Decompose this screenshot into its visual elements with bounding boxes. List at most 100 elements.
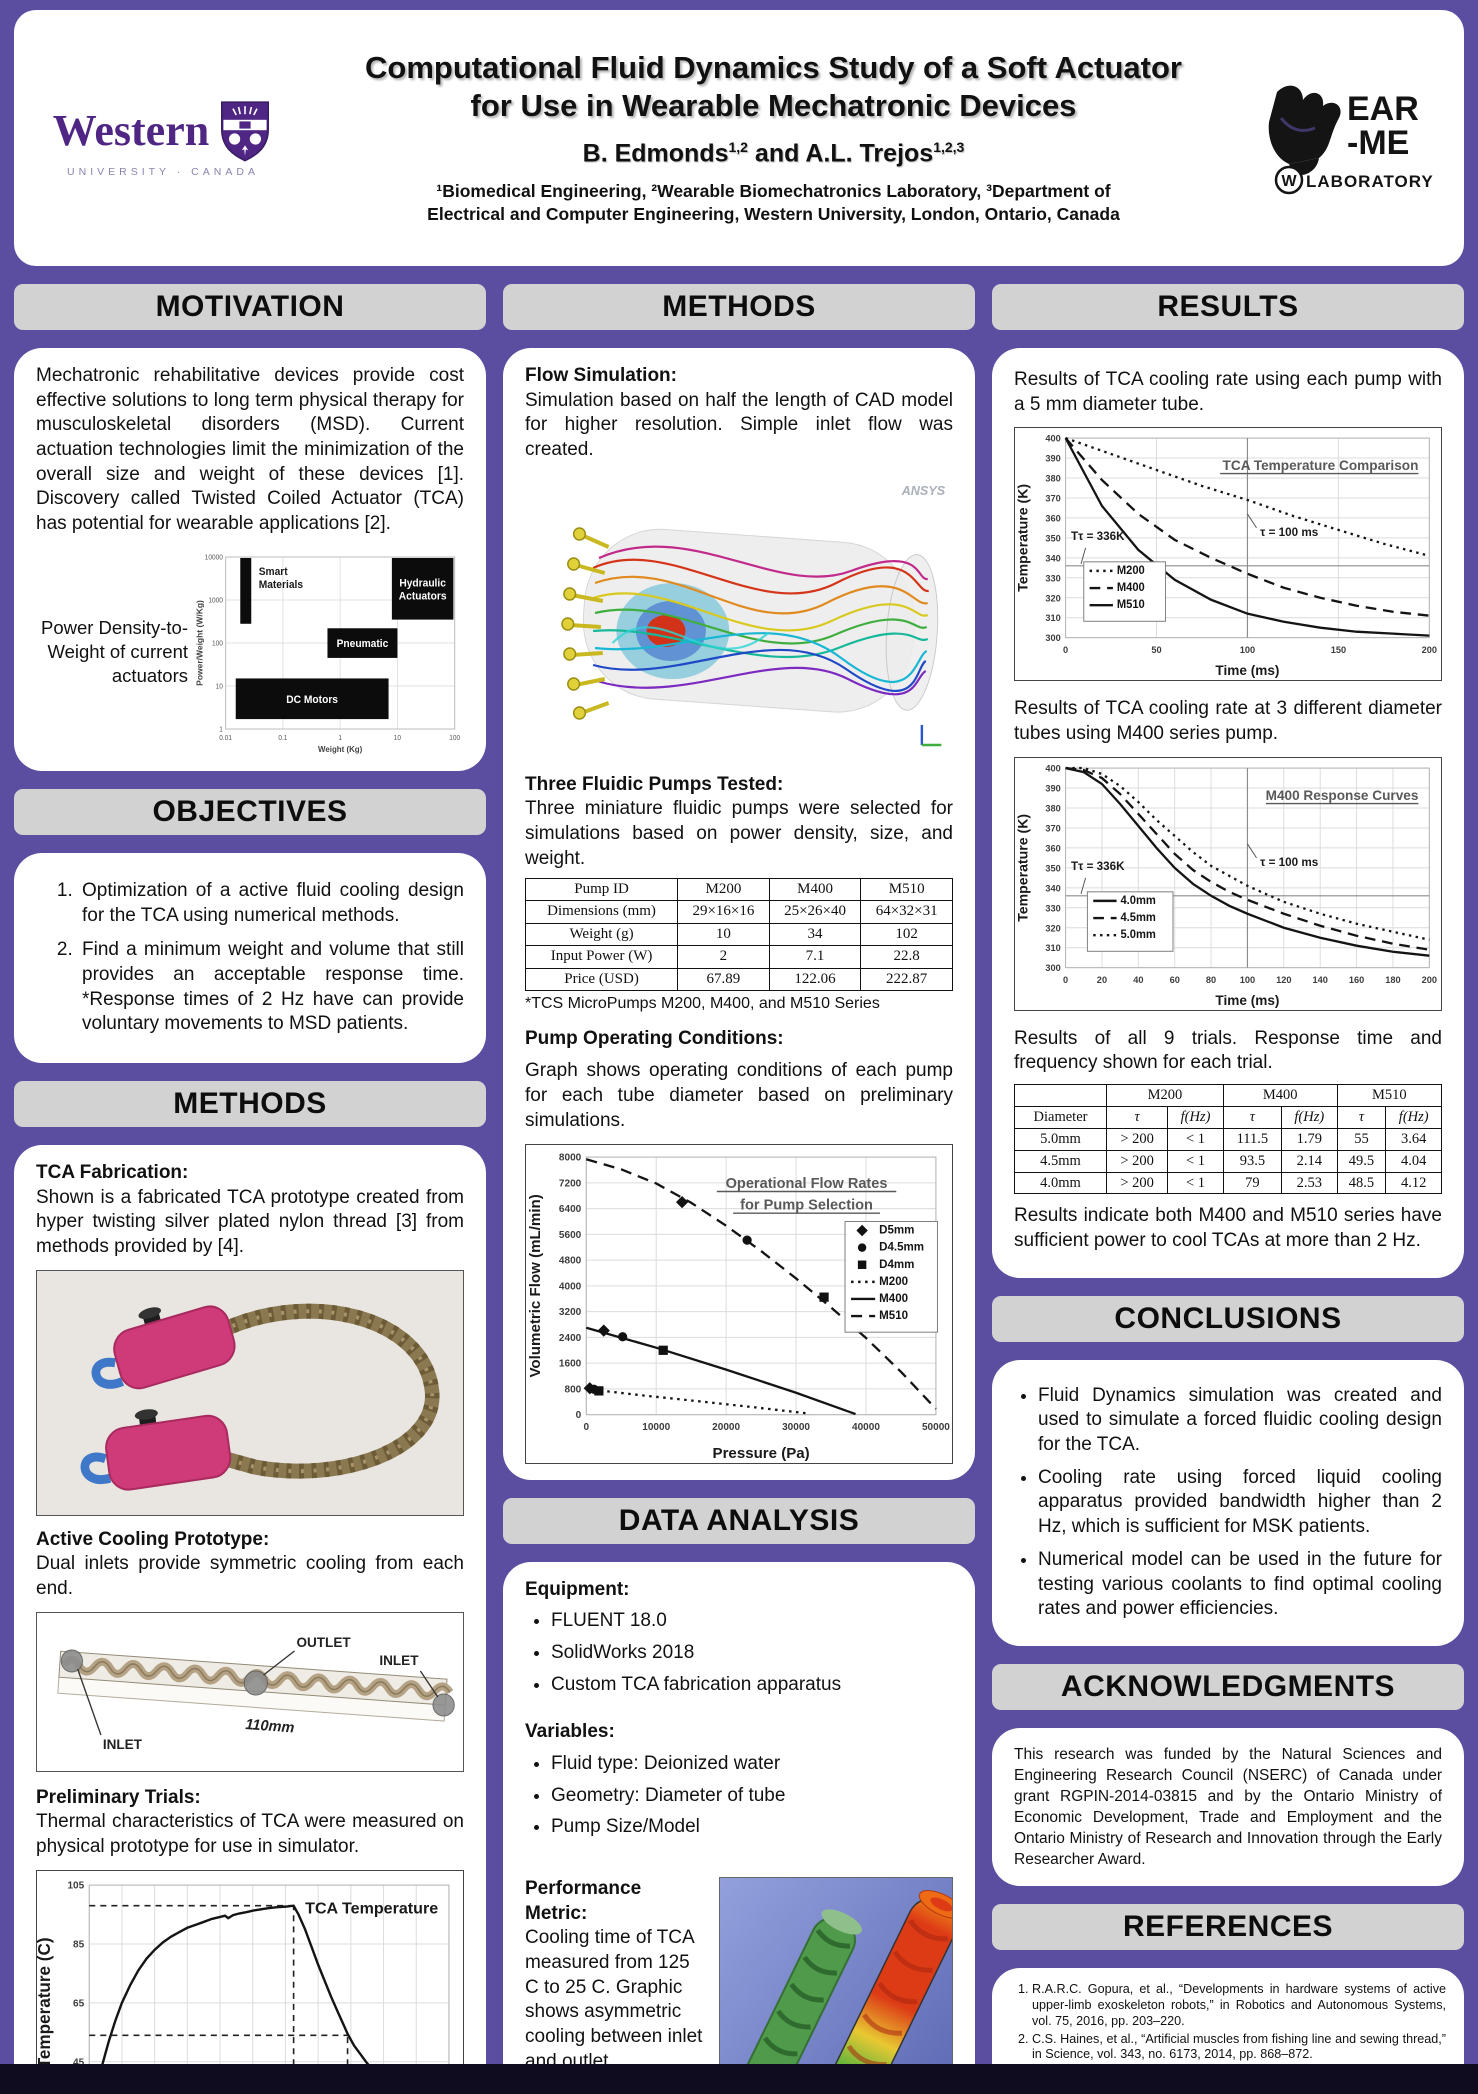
svg-text:30000: 30000 xyxy=(782,1421,810,1432)
author-1: B. Edmonds xyxy=(582,138,729,167)
conclusions-card: Fluid Dynamics simulation was created an… xyxy=(992,1359,1464,1646)
svg-text:0.1: 0.1 xyxy=(278,735,287,742)
columns: MOTIVATION Mechatronic rehabilitative de… xyxy=(14,284,1464,2094)
list-item: Geometry: Diameter of tube xyxy=(551,1784,953,1809)
wearme-laboratory-text: LABORATORY xyxy=(1306,172,1434,191)
table-cell: Pump ID xyxy=(524,877,679,901)
active-cooling-heading: Active Cooling Prototype: xyxy=(36,1528,270,1550)
svg-text:380: 380 xyxy=(1045,473,1060,484)
tca-temperature-chart: 0204060801001201401601802002202545658510… xyxy=(36,1869,464,2094)
power-density-caption: Power Density-to-Weight of current actua… xyxy=(40,616,188,686)
svg-text:τ = 100 ms: τ = 100 ms xyxy=(1260,525,1318,539)
list-item: SolidWorks 2018 xyxy=(551,1641,953,1666)
svg-text:DC Motors: DC Motors xyxy=(286,693,338,705)
svg-text:TCA Temperature: TCA Temperature xyxy=(305,1899,438,1917)
table-cell: 122.06 xyxy=(768,967,862,991)
table-cell: 34 xyxy=(768,922,862,946)
diagram-inlet-right-label: INLET xyxy=(379,1653,419,1668)
acknowledgments-body: This research was funded by the Natural … xyxy=(1014,1745,1442,1869)
section-header-objectives: OBJECTIVES xyxy=(14,788,486,835)
svg-text:85: 85 xyxy=(73,1939,85,1950)
pumps-heading: Three Fluidic Pumps Tested: xyxy=(525,773,784,795)
table-cell: 222.87 xyxy=(860,967,953,991)
cooling-prototype-diagram: INLET OUTLET INLET 110mm xyxy=(36,1611,464,1772)
affiliation-line1: ¹Biomedical Engineering, ²Wearable Biome… xyxy=(436,180,1111,201)
svg-text:400: 400 xyxy=(1045,762,1060,773)
svg-text:100: 100 xyxy=(1240,644,1255,655)
table-row: Input Power (W) 2 7.1 22.8 xyxy=(524,945,953,969)
svg-text:310: 310 xyxy=(1045,612,1060,623)
pumps-body: Three miniature fluidic pumps were selec… xyxy=(525,798,953,869)
bottom-bar xyxy=(0,2064,1478,2094)
table-cell: < 1 xyxy=(1167,1127,1224,1151)
list-item: Optimization of a active fluid cooling d… xyxy=(78,879,464,928)
list-item: R.A.R.C. Gopura, et al., “Developments i… xyxy=(1032,1982,1446,2029)
section-header-references: REFERENCES xyxy=(992,1904,1464,1951)
svg-text:4.5mm: 4.5mm xyxy=(1120,912,1155,924)
table-subheader: f(Hz) xyxy=(1167,1105,1224,1129)
table-subheader: τ xyxy=(1105,1105,1169,1129)
svg-text:360: 360 xyxy=(1045,842,1060,853)
pump-operating-body: Graph shows operating conditions of each… xyxy=(525,1060,953,1131)
svg-text:140: 140 xyxy=(1313,973,1328,984)
svg-text:Time (ms): Time (ms) xyxy=(1215,991,1279,1007)
svg-text:Materials: Materials xyxy=(259,579,303,591)
svg-text:D4mm: D4mm xyxy=(879,1258,914,1270)
column-right: RESULTS Results of TCA cooling rate usin… xyxy=(992,284,1464,2094)
svg-text:20000: 20000 xyxy=(712,1421,740,1432)
table-cell xyxy=(1014,1084,1107,1107)
list-item: C.S. Haines, et al., “Artificial muscles… xyxy=(1032,2032,1446,2063)
table-cell: 67.89 xyxy=(677,967,770,991)
svg-text:4.0mm: 4.0mm xyxy=(1120,895,1155,907)
equipment-heading: Equipment: xyxy=(525,1578,630,1600)
svg-text:330: 330 xyxy=(1045,902,1060,913)
svg-text:350: 350 xyxy=(1045,862,1060,873)
svg-text:5600: 5600 xyxy=(559,1229,582,1240)
table-cell: Price (USD) xyxy=(524,967,679,991)
svg-text:D4.5mm: D4.5mm xyxy=(879,1241,924,1253)
list-item: Find a minimum weight and volume that st… xyxy=(78,938,464,1037)
svg-text:8000: 8000 xyxy=(559,1152,582,1163)
diagram-dimension-label: 110mm xyxy=(245,1717,295,1737)
diagram-outlet-label: OUTLET xyxy=(296,1635,351,1650)
poster-title-line1: Computational Fluid Dynamics Study of a … xyxy=(365,49,1182,85)
svg-text:D5mm: D5mm xyxy=(879,1224,914,1236)
table-subheader: f(Hz) xyxy=(1385,1105,1442,1129)
table-row: Price (USD) 67.89 122.06 222.87 xyxy=(524,967,953,991)
author-2-sup: 1,2,3 xyxy=(933,138,965,155)
tca-prototype-photo xyxy=(36,1269,464,1516)
svg-text:150: 150 xyxy=(1331,644,1346,655)
list-item: Custom TCA fabrication apparatus xyxy=(551,1673,953,1698)
methods-mid-card: Flow Simulation: Simulation based on hal… xyxy=(503,348,975,1480)
svg-text:40: 40 xyxy=(1133,973,1143,984)
table-subheader: τ xyxy=(1336,1105,1387,1129)
affiliations: ¹Biomedical Engineering, ²Wearable Biome… xyxy=(298,180,1249,227)
objectives-list: Optimization of a active fluid cooling d… xyxy=(36,879,464,1037)
section-header-methods-left: METHODS xyxy=(14,1080,486,1127)
equipment-list: FLUENT 18.0 SolidWorks 2018 Custom TCA fab… xyxy=(525,1609,953,1697)
results-caption-2: Results of TCA cooling rate at 3 differe… xyxy=(1014,698,1442,745)
svg-text:300: 300 xyxy=(1045,632,1060,643)
conclusions-list: Fluid Dynamics simulation was created an… xyxy=(1014,1384,1442,1622)
svg-text:Weight (Kg): Weight (Kg) xyxy=(318,745,362,754)
svg-text:1: 1 xyxy=(338,735,342,742)
list-item: Numerical model can be used in the futur… xyxy=(1038,1548,1442,1622)
svg-text:0: 0 xyxy=(1063,644,1068,655)
performance-metric-text: Performance Metric: Cooling time of TCA … xyxy=(525,1877,707,2094)
svg-text:200: 200 xyxy=(1422,973,1437,984)
svg-text:390: 390 xyxy=(1045,782,1060,793)
list-item: Fluid Dynamics simulation was created an… xyxy=(1038,1384,1442,1458)
pump-table-footnote: *TCS MicroPumps M200, M400, and M510 Ser… xyxy=(525,995,880,1012)
svg-text:Tτ = 336K: Tτ = 336K xyxy=(1071,858,1125,872)
svg-text:20: 20 xyxy=(1097,973,1107,984)
trials-table: M200 M400 M510 Diameter τ f(Hz) τ f(Hz) τ f(Hz) 5.… xyxy=(1014,1084,1443,1195)
active-cooling-body: Dual inlets provide symmetric cooling fr… xyxy=(36,1553,464,1600)
svg-text:4800: 4800 xyxy=(559,1255,582,1266)
svg-text:370: 370 xyxy=(1045,822,1060,833)
svg-text:Time (ms): Time (ms) xyxy=(1215,662,1279,678)
table-cell: 4.5mm xyxy=(1014,1149,1107,1173)
table-cell: 25×26×40 xyxy=(768,900,862,924)
table-cell: 79 xyxy=(1222,1171,1282,1195)
table-row: Dimensions (mm) 29×16×16 25×26×40 64×32×31 xyxy=(524,900,953,924)
table-cell: 4.0mm xyxy=(1014,1171,1107,1195)
